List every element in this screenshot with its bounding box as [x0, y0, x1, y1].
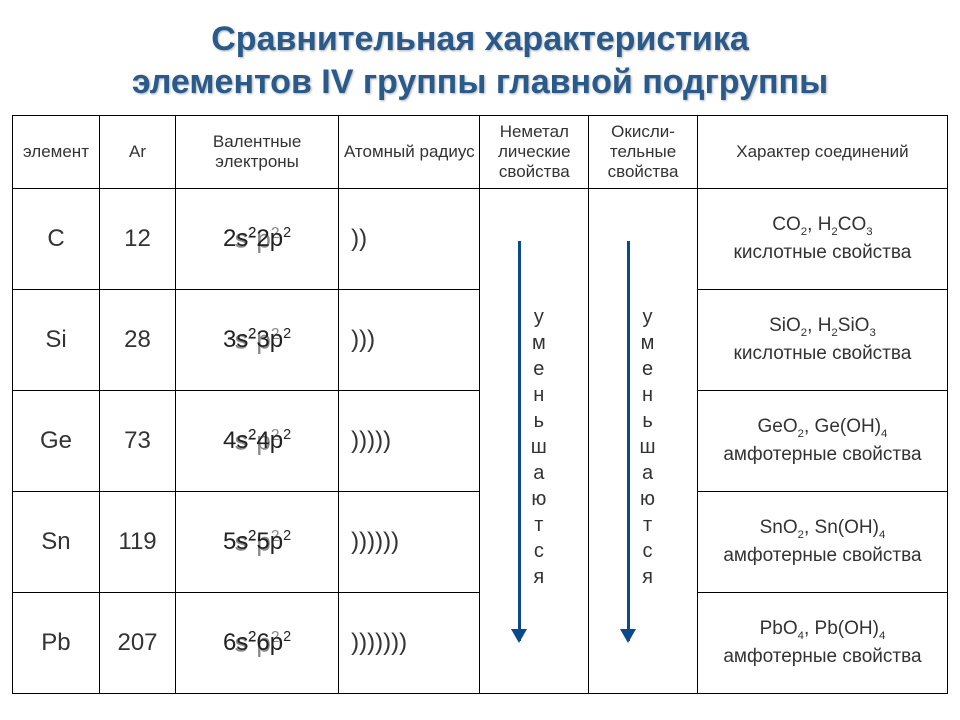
cell-element: Si	[13, 290, 100, 391]
cell-element: Pb	[13, 593, 100, 694]
cell-element: C	[13, 189, 100, 290]
cell-ar: 73	[99, 391, 175, 492]
arrow-down-icon	[627, 241, 630, 641]
title-line-1: Сравнительная характеристика	[211, 20, 749, 58]
header-valence: Валентные электроны	[176, 116, 339, 189]
cell-valence: s2p26s26p2	[176, 593, 339, 694]
header-radius: Атомный радиус	[339, 116, 480, 189]
table-body: C12s2p22s22p2)) уменьшаются уменьшаются CO2…	[13, 189, 948, 694]
cell-valence: s2p23s23p2	[176, 290, 339, 391]
cell-radius: )))))))	[339, 593, 480, 694]
valence-foreground: 2s22p2	[223, 225, 291, 253]
cell-ar: 207	[99, 593, 175, 694]
header-nonmetal: Неметал лические свойства	[480, 116, 589, 189]
title-line-2: элементов IV группы главной подгруппы	[132, 63, 828, 101]
table-container: элемент Ar Валентные электроны Атомный р…	[0, 115, 960, 694]
valence-foreground: 3s23p2	[223, 326, 291, 354]
cell-radius: ))	[339, 189, 480, 290]
cell-element: Sn	[13, 492, 100, 593]
valence-foreground: 5s25p2	[223, 528, 291, 556]
cell-ar: 28	[99, 290, 175, 391]
cell-element: Ge	[13, 391, 100, 492]
cell-compounds: PbO4, Pb(OH)4амфотерные свойства	[697, 593, 947, 694]
cell-compounds: CO2, H2CO3кислотные свойства	[697, 189, 947, 290]
cell-compounds: SiO2, H2SiO3кислотные свойства	[697, 290, 947, 391]
valence-foreground: 6s26p2	[223, 629, 291, 657]
cell-valence: s2p25s25p2	[176, 492, 339, 593]
header-row: элемент Ar Валентные электроны Атомный р…	[13, 116, 948, 189]
cell-valence: s2p22s22p2	[176, 189, 339, 290]
cell-radius: ))))))	[339, 492, 480, 593]
cell-oxid-trend: уменьшаются	[589, 189, 698, 694]
page-title: Сравнительная характеристика элементов I…	[0, 0, 960, 115]
header-element: элемент	[13, 116, 100, 189]
cell-compounds: SnO2, Sn(OH)4амфотерные свойства	[697, 492, 947, 593]
cell-radius: )))	[339, 290, 480, 391]
trend-label: уменьшаются	[527, 306, 551, 592]
trend-label: уменьшаются	[636, 306, 660, 592]
arrow-down-icon	[518, 241, 521, 641]
header-compounds: Характер соединений	[697, 116, 947, 189]
cell-nonmetal-trend: уменьшаются	[480, 189, 589, 694]
header-oxid: Окисли- тельные свойства	[589, 116, 698, 189]
table-row: C12s2p22s22p2))уменьшаютсяуменьшаютсяCO2…	[13, 189, 948, 290]
cell-radius: )))))	[339, 391, 480, 492]
valence-foreground: 4s24p2	[223, 427, 291, 455]
cell-ar: 119	[99, 492, 175, 593]
cell-ar: 12	[99, 189, 175, 290]
cell-valence: s2p24s24p2	[176, 391, 339, 492]
cell-compounds: GeO2, Ge(OH)4амфотерные свойства	[697, 391, 947, 492]
header-ar: Ar	[99, 116, 175, 189]
comparison-table: элемент Ar Валентные электроны Атомный р…	[12, 115, 948, 694]
